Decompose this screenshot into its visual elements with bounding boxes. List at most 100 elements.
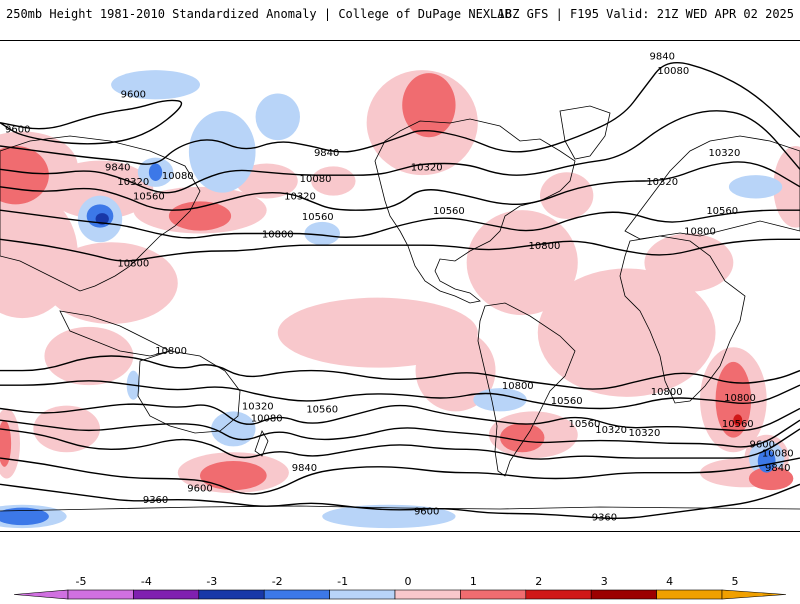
contour-labels: 9600960098401032010080105601080010320105…	[5, 52, 794, 524]
positive-anomaly-area	[540, 172, 594, 219]
contour-value-label: 10800	[262, 230, 294, 241]
positive-anomaly-area	[0, 420, 12, 467]
contour-value-label: 10320	[629, 428, 661, 439]
new-zealand-outline	[254, 430, 269, 457]
contour-value-label: 10080	[762, 448, 794, 459]
contour-value-label: 9840	[314, 148, 339, 159]
contour-value-label: 9600	[749, 440, 774, 451]
contour-value-label: 9840	[765, 463, 790, 474]
colorbar: -5 -4 -3 -2 -1 0 1 2 3 4 5	[0, 573, 800, 600]
contour-value-label: 10800	[529, 241, 561, 252]
contour-value-label: 10320	[709, 148, 741, 159]
contour-value-label: 10080	[162, 171, 194, 182]
contour-value-label: 10800	[651, 387, 683, 398]
map-frame[interactable]: 9600 9600 9840 10320 10080 10560 10800 10320 105…	[0, 40, 800, 532]
contour-value-label: 10560	[302, 212, 334, 223]
positive-anomaly-area	[0, 189, 78, 319]
positive-anomaly-area	[773, 146, 800, 228]
positive-anomaly-area	[402, 73, 456, 138]
height-contour-line	[0, 457, 800, 495]
contour-value-label: 9840	[292, 463, 317, 474]
contour-value-label: 10320	[284, 192, 316, 203]
contour-value-label: 10560	[722, 419, 754, 430]
height-contour-line	[0, 355, 800, 390]
positive-anomaly-area	[500, 423, 545, 453]
negative-anomaly-area	[757, 449, 776, 473]
positive-anomaly-area	[415, 329, 496, 412]
negative-anomaly-area	[148, 163, 163, 181]
positive-anomaly-area	[733, 414, 743, 426]
contour-value-label: 10560	[433, 206, 465, 217]
anomaly-map[interactable]: 9600960098401032010080105601080010320105…	[0, 41, 800, 531]
contour-value-label: 10560	[133, 192, 165, 203]
negative-anomaly-area	[95, 213, 109, 225]
contour-value-label: 9840	[649, 52, 674, 63]
colorbar-tick-label: 3	[601, 575, 608, 588]
colorbar-tick-label: 0	[405, 575, 412, 588]
contour-value-label: 9600	[187, 483, 212, 494]
colorbar-segment	[460, 589, 527, 600]
contour-value-label: 10320	[646, 177, 678, 188]
colorbar-tick-label: -5	[76, 575, 87, 588]
colorbar-high-arrow	[721, 589, 787, 600]
height-contour-line	[0, 161, 800, 211]
negative-anomaly-area	[0, 507, 49, 526]
colorbar-tick-label: 2	[535, 575, 542, 588]
positive-anomaly-area	[644, 233, 734, 292]
height-contour-line	[0, 428, 800, 460]
colorbar-segment	[525, 589, 592, 600]
negative-anomaly-area	[188, 111, 256, 193]
positive-anomaly-area	[537, 268, 716, 397]
colorbar-tick-label: 1	[470, 575, 477, 588]
height-contour-line	[0, 209, 800, 239]
europe-outline	[624, 135, 800, 240]
contour-value-label: 10800	[684, 227, 716, 238]
indonesia-outline	[59, 310, 172, 357]
contour-value-label: 10800	[117, 259, 149, 270]
contour-value-label: 10560	[569, 419, 601, 430]
height-contour-line	[0, 99, 183, 145]
map-title: 250mb Height 1981-2010 Standardized Anom…	[6, 7, 512, 21]
contour-value-label: 10560	[551, 396, 583, 407]
negative-anomaly-area	[322, 504, 456, 529]
contour-value-label: 10560	[706, 206, 738, 217]
contour-value-label: 10080	[300, 174, 332, 185]
anomaly-shading	[0, 70, 800, 529]
contour-value-label: 10320	[242, 402, 274, 413]
contour-value-label: 9600	[121, 90, 146, 101]
positive-anomaly-area	[168, 201, 232, 231]
colorbar-segment	[263, 589, 330, 600]
positive-anomaly-area	[311, 166, 356, 196]
contour-value-label: 10080	[657, 66, 689, 77]
height-contour-line	[0, 61, 800, 165]
height-contour-line	[0, 238, 800, 262]
asia-outline	[0, 135, 201, 292]
antarctica-outline	[0, 505, 800, 512]
contour-value-label: 10320	[595, 425, 627, 436]
continent-outlines	[0, 105, 800, 512]
contour-value-label: 10800	[502, 381, 534, 392]
colorbar-segment	[656, 589, 723, 600]
colorbar-tick-label: -4	[141, 575, 152, 588]
contour-value-label: 10800	[155, 346, 187, 357]
height-contour-line	[0, 380, 800, 410]
africa-outline	[619, 235, 746, 404]
north-america-outline	[374, 118, 576, 304]
positive-anomaly-area	[235, 163, 298, 199]
positive-anomaly-area	[0, 146, 49, 205]
contour-value-label: 10320	[117, 177, 149, 188]
height-contours	[0, 61, 800, 520]
colorbar-tick-label: -1	[337, 575, 348, 588]
contour-value-label: 10560	[306, 405, 338, 416]
contour-value-label: 10800	[724, 393, 756, 404]
height-contour-line	[0, 403, 800, 432]
header: 250mb Height 1981-2010 Standardized Anom…	[0, 0, 800, 28]
positive-anomaly-area	[748, 466, 794, 491]
negative-anomaly-area	[111, 70, 200, 100]
greenland-outline	[559, 105, 611, 160]
positive-anomaly-area	[200, 461, 267, 491]
negative-anomaly-area	[211, 411, 256, 447]
colorbar-low-arrow	[13, 589, 69, 600]
negative-anomaly-area	[304, 221, 340, 246]
colorbar-tick-label: 4	[666, 575, 673, 588]
